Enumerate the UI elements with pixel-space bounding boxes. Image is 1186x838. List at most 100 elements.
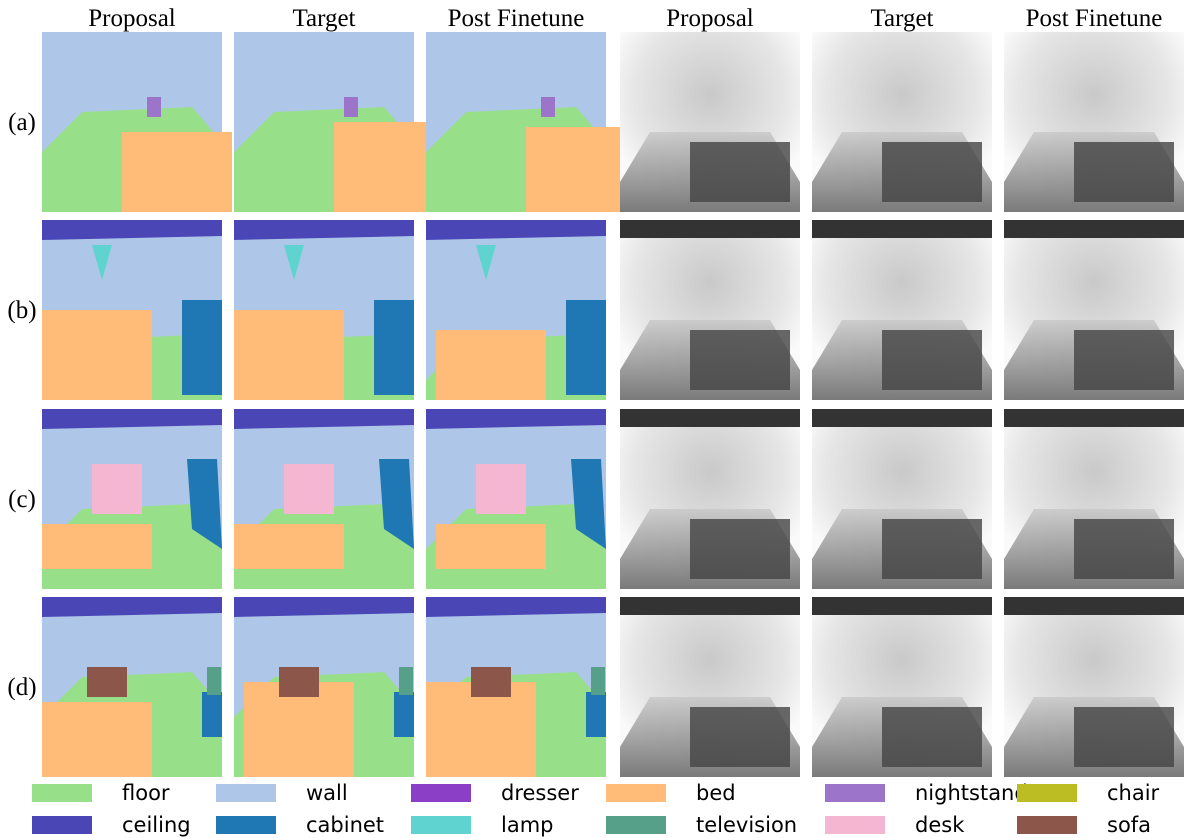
legend-swatch — [825, 784, 885, 802]
legend-swatch — [1017, 784, 1077, 802]
bed — [436, 524, 546, 569]
depth-bed — [690, 142, 790, 202]
legend-swatch — [216, 784, 276, 802]
nightstand — [344, 97, 358, 117]
depth-ceiling — [620, 220, 800, 238]
desk — [284, 464, 334, 514]
bed — [436, 330, 546, 400]
depth-ceiling — [1004, 409, 1184, 427]
depth-bed — [690, 707, 790, 767]
television — [399, 667, 413, 695]
panel — [42, 32, 232, 212]
sofa — [279, 667, 319, 697]
panel — [42, 409, 222, 589]
legend-label: lamp — [501, 813, 554, 837]
television — [207, 667, 221, 695]
panel — [234, 32, 444, 212]
column-header: Target — [870, 5, 933, 32]
legend-swatch — [411, 784, 471, 802]
panel — [234, 597, 414, 777]
legend-label: ceiling — [122, 813, 191, 837]
bed — [234, 524, 344, 569]
cabinet — [374, 300, 414, 395]
depth-bed — [1074, 142, 1174, 202]
panel — [1004, 597, 1184, 777]
depth-bed — [690, 519, 790, 579]
row-label: (c) — [8, 486, 36, 513]
legend-label: sofa — [1107, 813, 1151, 837]
depth-ceiling — [1004, 220, 1184, 238]
cabinet — [182, 300, 222, 395]
depth-ceiling — [812, 220, 992, 238]
cabinet — [202, 692, 222, 737]
depth-ceiling — [620, 409, 800, 427]
legend-label: television — [696, 813, 797, 837]
legend-label: floor — [122, 781, 170, 805]
panel — [42, 220, 222, 400]
panel — [620, 597, 800, 777]
column-header: Post Finetune — [1026, 5, 1163, 32]
legend-label: wall — [306, 781, 348, 805]
cabinet — [394, 692, 414, 737]
panel — [1004, 32, 1184, 212]
panel — [812, 409, 992, 589]
depth-bed — [690, 330, 790, 390]
legend-swatch — [411, 816, 471, 834]
sofa — [471, 667, 511, 697]
legend-swatch — [216, 816, 276, 834]
row-label: (b) — [7, 297, 36, 324]
nightstand — [147, 97, 161, 117]
legend-swatch — [1017, 816, 1077, 834]
desk — [92, 464, 142, 514]
panel — [1004, 409, 1184, 589]
legend-swatch — [606, 784, 666, 802]
legend-swatch — [32, 816, 92, 834]
cabinet — [566, 300, 606, 395]
depth-bed — [882, 519, 982, 579]
legend-label: bed — [696, 781, 736, 805]
depth-ceiling — [812, 409, 992, 427]
row-label: (a) — [8, 109, 36, 136]
legend-swatch — [825, 816, 885, 834]
depth-bed — [1074, 707, 1174, 767]
bed — [122, 132, 232, 212]
legend-label: dresser — [501, 781, 579, 805]
desk — [476, 464, 526, 514]
column-header: Proposal — [88, 5, 176, 32]
nightstand — [541, 97, 555, 117]
panel — [426, 597, 606, 777]
cabinet — [586, 692, 606, 737]
column-header: Post Finetune — [448, 5, 585, 32]
panel — [812, 597, 992, 777]
bed — [42, 310, 152, 400]
panel — [426, 220, 606, 400]
panel — [1004, 220, 1184, 400]
bed — [42, 524, 152, 569]
legend-label: nightstand — [915, 781, 1028, 805]
panel — [234, 220, 414, 400]
panel — [620, 32, 800, 212]
depth-ceiling — [812, 597, 992, 615]
depth-bed — [882, 330, 982, 390]
panel — [234, 409, 414, 589]
bed — [42, 702, 152, 777]
legend-swatch — [32, 784, 92, 802]
depth-bed — [882, 142, 982, 202]
television — [591, 667, 605, 695]
depth-ceiling — [620, 597, 800, 615]
panel — [620, 220, 800, 400]
column-header: Target — [292, 5, 355, 32]
depth-ceiling — [1004, 597, 1184, 615]
legend-label: desk — [915, 813, 965, 837]
sofa — [87, 667, 127, 697]
row-label: (d) — [7, 674, 36, 701]
depth-bed — [1074, 519, 1174, 579]
bed — [526, 127, 636, 212]
legend-label: cabinet — [306, 813, 384, 837]
panel — [426, 32, 636, 212]
depth-bed — [1074, 330, 1174, 390]
panel — [42, 597, 222, 777]
column-header: Proposal — [666, 5, 754, 32]
legend-swatch — [606, 816, 666, 834]
panel — [812, 220, 992, 400]
